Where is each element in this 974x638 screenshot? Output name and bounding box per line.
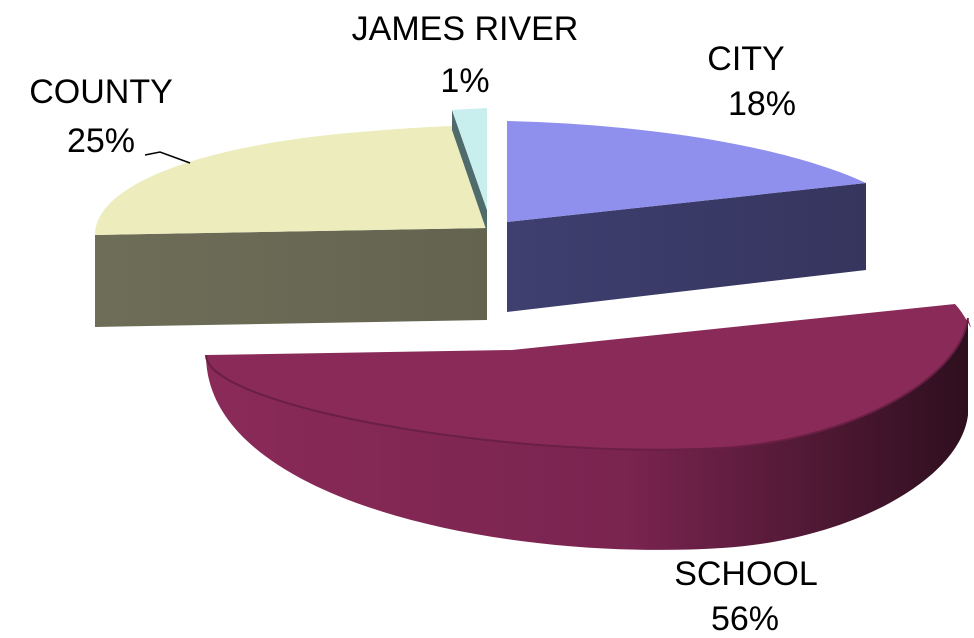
pie-slice-james-river-side [452,110,487,232]
pie-slice-school-top [206,304,971,450]
pie-slice-school-side [206,318,968,550]
label-city-name: CITY [707,40,784,78]
pie-slice-county-side [95,228,487,327]
label-city-value: 18% [728,85,796,123]
pie-slice-county [95,126,487,327]
county-leader-line [144,151,191,164]
label-county-value: 25% [67,122,135,160]
label-school-value: 56% [711,600,779,638]
pie-slice-school-rim [205,317,969,451]
label-james-river-value: 1% [440,62,489,100]
label-school-name: SCHOOL [674,555,818,593]
pie-slice-city-top [507,121,866,222]
pie-slice-city [507,121,866,312]
pie-slice-james-river [452,108,487,232]
pie-slice-county-top [95,126,487,235]
pie-slice-school [205,304,971,550]
pie-slice-city-side [507,183,866,312]
label-james-river-name: JAMES RIVER [352,10,579,48]
pie-slice-james-river-top [452,108,487,210]
label-county-name: COUNTY [29,73,173,111]
